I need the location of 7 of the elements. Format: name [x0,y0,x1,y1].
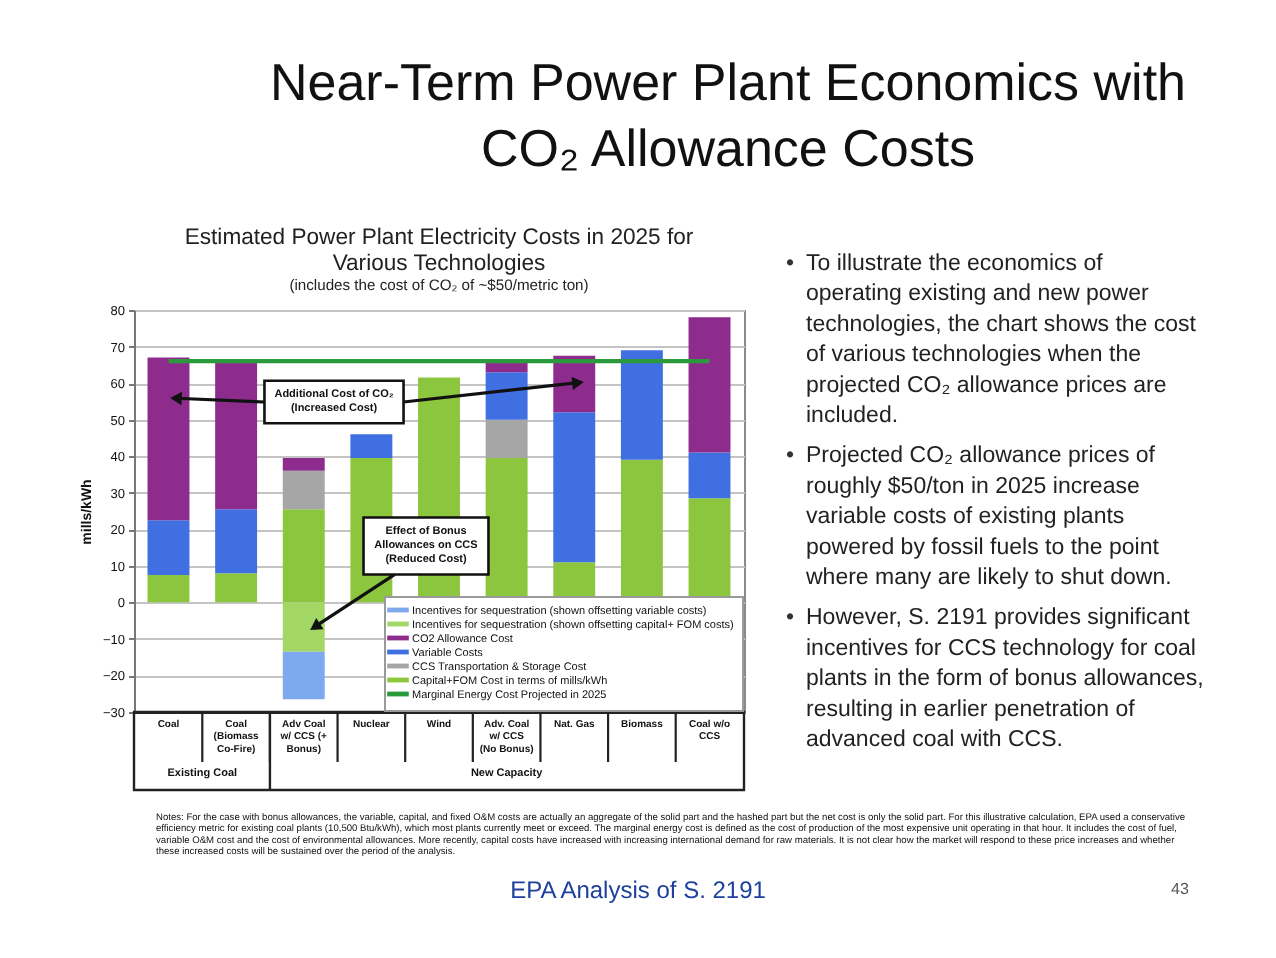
text: Near-Term Power Plant Economics with CO₂ Allowance Costs [269,52,1187,178]
chart-title: Estimated Power Plant Electricity Costs in 2025 for Various Technologies [184,226,694,276]
text: • Projected CO₂ allowance prices of roughly $50/ton in 2025 increase variable costs of existing plants powered by fossil fuels to the point where many are likely to shut down. [785,444,1172,590]
text: • However, S. 2191 provides significant incentives for CCS technology for coal plants in the form of bonus allowances, resulting in earlier penetration of advanced coal with CCS. [785,606,1204,752]
text: 43 [1171,880,1190,898]
text: • To illustrate the economics of operating existing and new power technologies, the chart shows the cost of various technologies when the projected CO₂ allowance prices are included. [785,252,1198,428]
text: EPA Analysis of S. 2191 [510,876,767,904]
